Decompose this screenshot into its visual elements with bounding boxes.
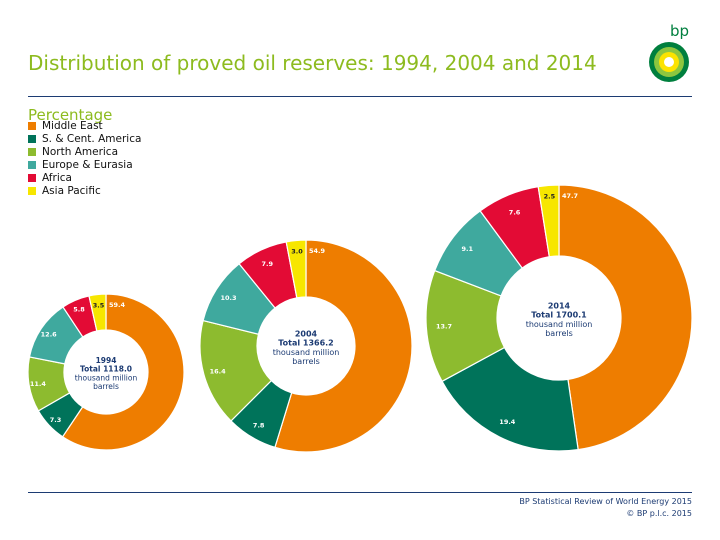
page-title: Distribution of proved oil reserves: 199…: [28, 51, 597, 75]
donut-year-label: 2004: [295, 329, 318, 338]
donut-unit-label: barrels: [292, 357, 320, 366]
legend-label: North America: [42, 145, 119, 158]
legend-swatch: [28, 147, 36, 156]
slice-2004-middle-east: [274, 239, 413, 453]
legend-swatch: [28, 186, 36, 195]
slice-2004-asia-pacific: [285, 239, 307, 299]
slice-value-label: 54.9: [309, 247, 326, 255]
legend-item-middle-east: Middle East: [28, 119, 141, 132]
slice-value-label: 3.5: [93, 301, 105, 309]
donut-year-label: 2014: [548, 301, 571, 310]
slice-value-label: 47.7: [562, 192, 578, 200]
slice-value-label: 19.4: [499, 418, 516, 426]
slice-2014-middle-east: [558, 184, 693, 451]
slice-value-label: 2.5: [544, 192, 556, 200]
donut-total-label: Total 1366.2: [278, 339, 334, 348]
slice-value-label: 7.9: [262, 260, 274, 268]
slice-value-label: 11.4: [30, 380, 47, 388]
chart-legend: Middle East S. & Cent. America North Ame…: [28, 119, 141, 197]
legend-item-europe-eurasia: Europe & Eurasia: [28, 158, 141, 171]
footer-source: BP Statistical Review of World Energy 20…: [519, 497, 692, 506]
legend-label: Europe & Eurasia: [42, 158, 133, 171]
slice-value-label: 59.4: [109, 301, 126, 309]
legend-swatch: [28, 160, 36, 169]
donut-total-label: Total 1700.1: [531, 311, 587, 320]
donut-total-label: Total 1118.0: [80, 365, 132, 374]
slice-value-label: 5.8: [73, 306, 85, 314]
legend-item-africa: Africa: [28, 171, 141, 184]
slice-2014-asia-pacific: [537, 184, 560, 258]
slice-value-label: 13.7: [436, 323, 452, 331]
header-divider: [28, 96, 692, 97]
footer-copyright: © BP p.l.c. 2015: [626, 509, 692, 518]
slice-1994-middle-east: [61, 293, 185, 451]
slice-value-label: 10.3: [221, 294, 237, 302]
legend-item-north-america: North America: [28, 145, 141, 158]
slice-value-label: 7.8: [253, 422, 265, 430]
legend-label: S. & Cent. America: [42, 132, 142, 145]
slice-2014-s-cent-america: [441, 346, 579, 452]
legend-item-s-cent-america: S. & Cent. America: [28, 132, 141, 145]
legend-label: Africa: [42, 171, 72, 184]
footer: BP Statistical Review of World Energy 20…: [519, 496, 692, 520]
slice-value-label: 9.1: [462, 245, 474, 253]
legend-swatch: [28, 134, 36, 143]
legend-label: Asia Pacific: [42, 184, 101, 197]
donut-unit-label: barrels: [545, 329, 573, 338]
page-subtitle: Percentage: [28, 106, 113, 124]
donut-unit-label: thousand million: [526, 320, 593, 329]
slice-value-label: 16.4: [210, 368, 227, 376]
logo-text: bp: [670, 22, 690, 40]
slice-value-label: 7.6: [509, 209, 521, 217]
footer-divider: [28, 492, 692, 493]
slice-value-label: 7.3: [50, 416, 62, 424]
slice-value-label: 12.6: [41, 331, 58, 339]
slice-value-label: 3.0: [291, 247, 303, 255]
slice-1994-asia-pacific: [88, 293, 107, 332]
donut-unit-label: thousand million: [75, 373, 138, 382]
donut-unit-label: thousand million: [273, 348, 340, 357]
legend-swatch: [28, 173, 36, 182]
legend-swatch: [28, 121, 36, 130]
donut-year-label: 1994: [96, 356, 117, 365]
legend-item-asia-pacific: Asia Pacific: [28, 184, 141, 197]
legend-label: Middle East: [42, 119, 103, 132]
donut-unit-label: barrels: [93, 382, 119, 391]
